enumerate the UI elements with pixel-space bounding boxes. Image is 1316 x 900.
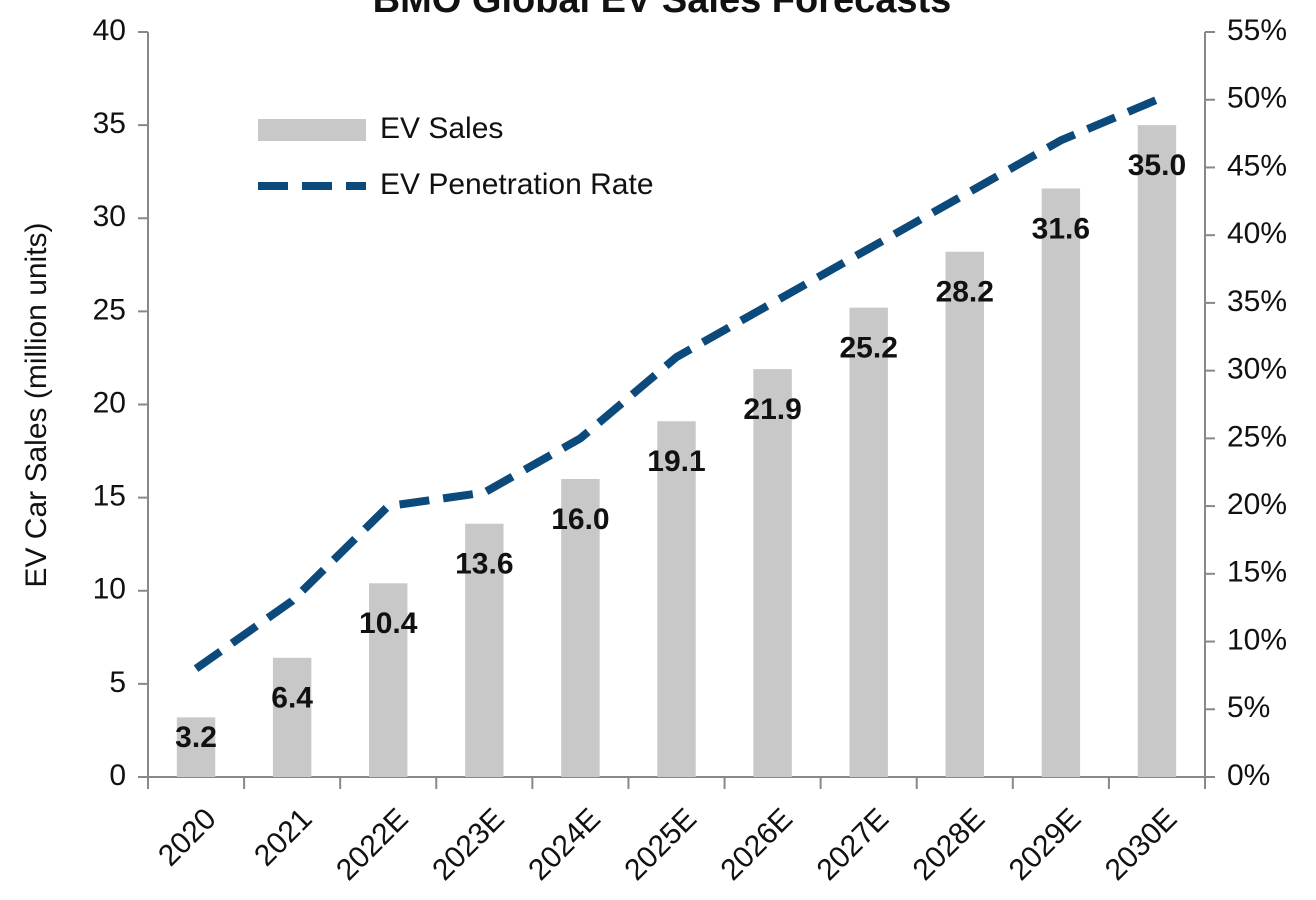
y-tick-label: 35	[93, 107, 126, 140]
y-tick-label: 10	[93, 573, 126, 606]
y2-tick-label: 45%	[1227, 149, 1287, 182]
y2-tick-label: 35%	[1227, 285, 1287, 318]
x-tick-label: 2026E	[714, 802, 799, 887]
x-tick-label: 2030E	[1099, 802, 1184, 887]
data-label: 19.1	[647, 445, 705, 478]
data-label: 13.6	[455, 548, 513, 581]
x-tick-label: 2029E	[1003, 802, 1088, 887]
x-tick-label: 2027E	[811, 802, 896, 887]
legend-label: EV Sales	[380, 112, 503, 145]
bar	[369, 583, 408, 777]
y2-tick-label: 25%	[1227, 420, 1287, 453]
data-label: 6.4	[271, 682, 313, 715]
y-tick-label: 0	[109, 759, 126, 792]
y-tick-label: 15	[93, 480, 126, 513]
bar	[753, 369, 792, 777]
data-label: 16.0	[551, 503, 609, 536]
x-tick-label: 2025E	[618, 802, 703, 887]
y2-tick-label: 5%	[1227, 691, 1270, 724]
legend-swatch	[258, 119, 366, 141]
y-tick-label: 5	[109, 666, 126, 699]
bar	[272, 657, 312, 777]
x-tick-label: 2028E	[907, 802, 992, 887]
x-tick-label: 2021	[248, 802, 319, 873]
data-label: 31.6	[1032, 212, 1090, 245]
y2-tick-label: 40%	[1227, 217, 1287, 250]
bar	[176, 717, 216, 777]
data-label: 21.9	[743, 393, 801, 426]
y2-tick-label: 10%	[1227, 623, 1287, 656]
y2-tick-label: 0%	[1227, 759, 1270, 792]
bar	[849, 307, 888, 777]
bar	[945, 251, 984, 777]
y2-tick-label: 30%	[1227, 353, 1287, 386]
bar	[1137, 125, 1177, 777]
line	[193, 96, 1159, 672]
y-tick-label: 25	[93, 293, 126, 326]
x-tick-label: 2023E	[426, 802, 511, 887]
data-label: 25.2	[839, 332, 897, 365]
y-tick-label: 20	[93, 386, 126, 419]
data-label: 3.2	[175, 721, 217, 754]
bar	[561, 479, 600, 777]
bar	[1041, 188, 1081, 777]
y-axis-label: EV Car Sales (million units)	[20, 222, 53, 587]
x-tick-label: 2022E	[330, 802, 415, 887]
data-label: 28.2	[936, 276, 994, 309]
x-tick-label: 2020	[152, 802, 223, 873]
legend-label: EV Penetration Rate	[380, 168, 654, 201]
y-tick-label: 30	[93, 200, 126, 233]
bar	[657, 421, 696, 777]
data-label: 10.4	[359, 607, 418, 640]
chart-title: BMO Global EV Sales Forecasts	[373, 0, 952, 21]
y-tick-label: 40	[93, 14, 126, 47]
x-tick-label: 2024E	[522, 802, 607, 887]
y2-tick-label: 15%	[1227, 556, 1287, 589]
y2-tick-label: 20%	[1227, 488, 1287, 521]
y2-tick-label: 50%	[1227, 82, 1287, 115]
bar	[465, 523, 504, 777]
y2-tick-label: 55%	[1227, 14, 1287, 47]
data-label: 35.0	[1128, 149, 1186, 182]
